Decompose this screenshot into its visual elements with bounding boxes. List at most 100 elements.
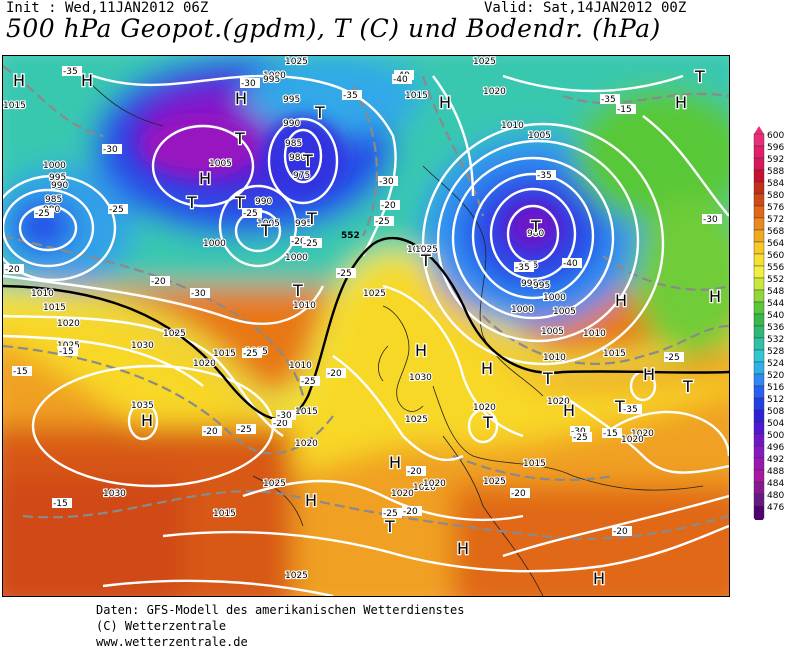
isotherm-label: -40 [393,75,408,85]
legend-label: 552 [767,275,784,285]
isobar-label: 1000 [511,305,534,315]
footer-copyright: (C) Wetterzentrale [96,619,227,633]
isotherm-label: -25 [665,353,680,363]
legend-arrow-down [754,518,764,526]
isotherm-label-box [276,410,296,420]
isotherm-label-box [374,216,394,226]
isobar-label: 1000 [543,293,566,303]
legend-swatch [753,253,765,267]
isotherm-label: -20 [381,201,396,211]
valid-time: Valid: Sat,14JAN2012 00Z [484,0,687,16]
isobar-label: 1005 [541,327,564,337]
legend-swatch [753,349,765,363]
isobar-label: 1020 [483,87,506,97]
init-time: Init : Wed,11JAN2012 06Z [6,0,209,16]
isobar-label: 1010 [543,353,566,363]
isotherm-label-box [342,90,362,100]
isotherm-label-box [392,74,412,84]
low-pressure-marker: T [542,369,553,388]
isotherm-label-box [326,368,346,378]
isotherm-label: -15 [603,429,618,439]
legend-swatch [753,289,765,303]
legend-label: 596 [767,143,784,153]
isotherm-label: -30 [103,145,118,155]
legend-swatch [753,505,765,519]
legend-label: 580 [767,191,784,201]
legend-swatch [753,241,765,255]
legend-label: 540 [767,311,784,321]
contour-552-label: 552 [341,231,360,241]
isobar-label: 1010 [293,301,316,311]
isotherm-label-box [562,258,582,268]
isobar-label: 995 [283,95,300,105]
isobar-label: 980 [289,153,306,163]
isobar-label: 1015 [523,459,546,469]
isotherm-label: -20 [511,489,526,499]
high-pressure-marker: H [13,71,25,90]
legend-label: 492 [767,455,784,465]
low-pressure-marker: T [302,151,313,170]
isobar-label: 1000 [203,239,226,249]
legend-swatch [753,325,765,339]
legend-label: 512 [767,395,784,405]
legend-label: 504 [767,419,784,429]
high-pressure-marker: H [709,287,721,306]
isobar-label: 1025 [285,571,308,581]
isobar-label: 1025 [363,289,386,299]
isotherm-label-box [378,176,398,186]
isotherm-label: -20 [327,369,342,379]
isotherm-label: -35 [343,91,358,101]
isotherm-label-box [102,144,122,154]
legend-swatch [753,493,765,507]
high-pressure-marker: H [305,491,317,510]
high-pressure-marker: H [141,411,153,430]
legend-swatch [753,397,765,411]
isobar-label: 1015 [213,509,236,519]
legend-label: 516 [767,383,784,393]
footer-data-source: Daten: GFS-Modell des amerikanischen Wet… [96,603,465,617]
isobar-label: 1025 [405,415,428,425]
isobar-label: 1015 [603,349,626,359]
legend-swatch [753,481,765,495]
isotherm-label-box [4,264,24,274]
isotherm-label-box [34,208,54,218]
low-pressure-marker: T [314,103,325,122]
isobar-label: 1010 [289,361,312,371]
isotherm-label: -35 [537,171,552,181]
high-pressure-marker: H [389,453,401,472]
low-pressure-marker: T [292,281,303,300]
isobar-label: 1015 [43,303,66,313]
legend-label: 588 [767,167,784,177]
low-pressure-marker: T [694,67,705,86]
isobar-label: 1020 [473,403,496,413]
legend-label: 592 [767,155,784,165]
isotherm-label: -20 [203,427,218,437]
legend-swatch [753,337,765,351]
isobar-label: 1015 [213,349,236,359]
low-pressure-marker: T [234,193,245,212]
coastlines [82,75,704,596]
isotherm-label-box [272,418,292,428]
isobar-label: 1010 [583,329,606,339]
legend-label: 520 [767,371,784,381]
isobar-label: 1025 [407,245,430,255]
low-pressure-marker: T [530,217,541,236]
legend-swatch [753,145,765,159]
legend-swatch [753,469,765,483]
isotherm-label: -35 [515,263,530,273]
isotherm-label: -30 [277,411,292,421]
legend-swatch [753,409,765,423]
legend-label: 548 [767,287,784,297]
legend-swatch [753,205,765,219]
isobar-label: 1020 [631,429,654,439]
isotherm-label-box [12,366,32,376]
isobar-label: 1030 [409,373,432,383]
legend-label: 488 [767,467,784,477]
low-pressure-marker: T [234,129,245,148]
footer-website: www.wetterzentrale.de [96,635,248,649]
isotherm-label-box [236,424,256,434]
isotherm-label: -25 [303,239,318,249]
low-pressure-marker: T [482,413,493,432]
isotherm-label: -15 [59,347,74,357]
isobar-label: 1025 [285,57,308,67]
